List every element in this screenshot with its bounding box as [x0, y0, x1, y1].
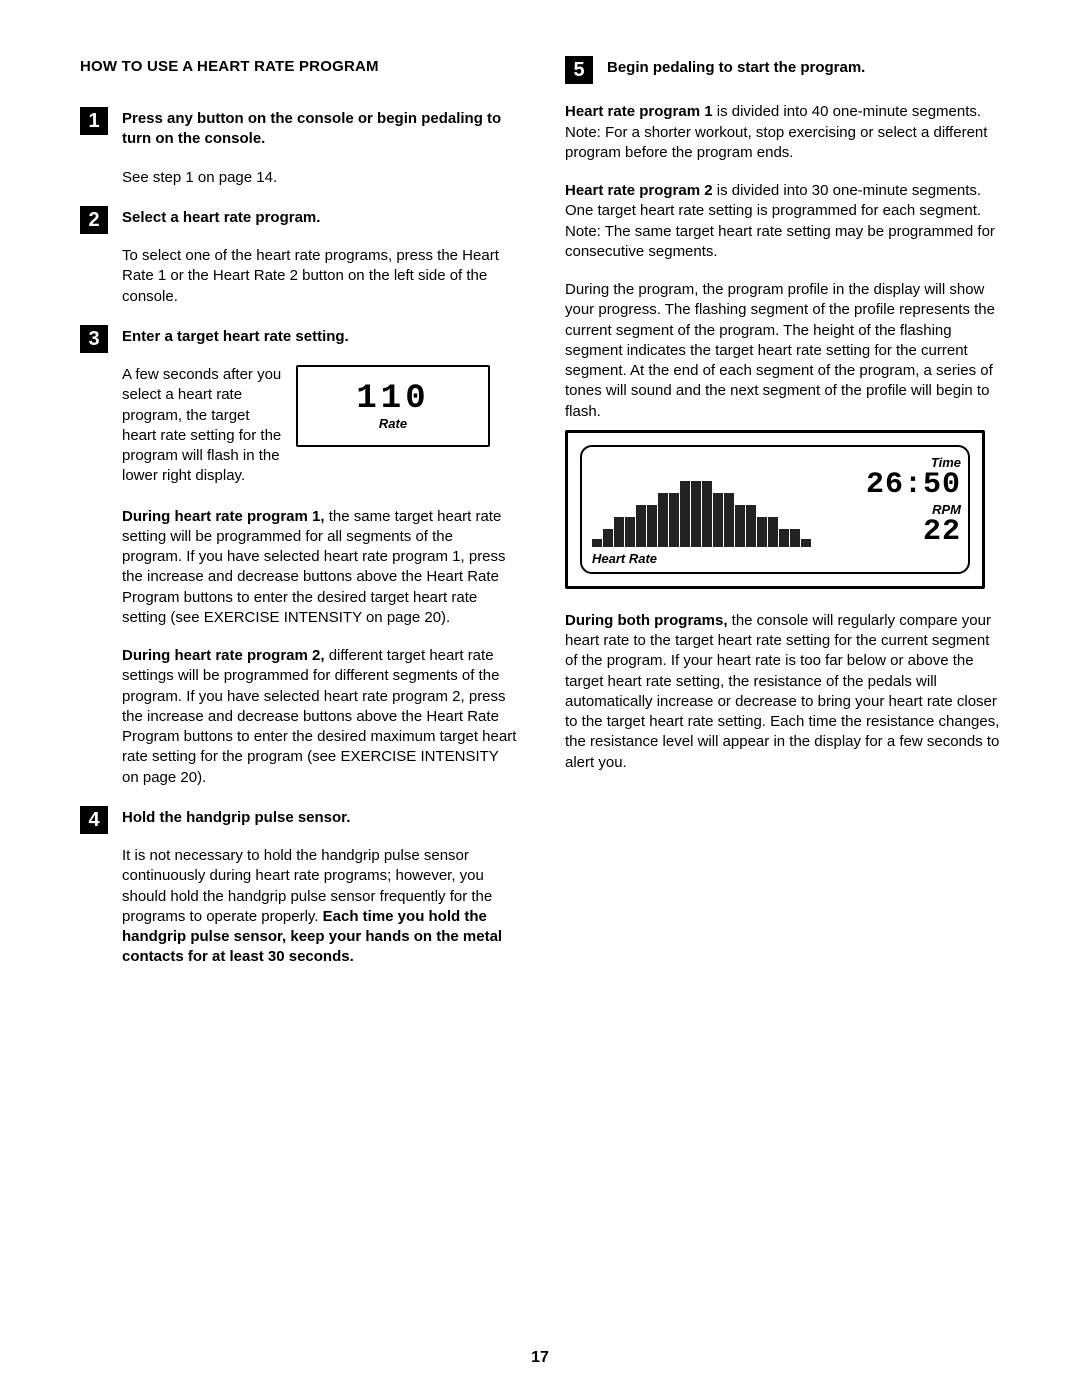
step-1-body: See step 1 on page 14.: [80, 168, 517, 188]
step-5-head: Begin pedaling to start the program.: [607, 58, 1002, 78]
heart-rate-label: Heart Rate: [592, 551, 958, 566]
profile-bar: [669, 493, 679, 547]
step-1-head: Press any button on the console or begin…: [122, 109, 517, 150]
profile-bar: [636, 505, 646, 547]
page-number: 17: [0, 1349, 1080, 1367]
step-3: 3 Enter a target heart rate setting.: [80, 327, 517, 347]
step-5-p2-lead: Heart rate program 2: [565, 182, 713, 199]
step-3-p3: During heart rate program 2, different t…: [80, 646, 517, 788]
profile-bar: [658, 493, 668, 547]
step-5-p3: During the program, the program profile …: [565, 280, 1002, 422]
rpm-value: 22: [821, 517, 961, 547]
profile-bar: [680, 481, 690, 547]
step-3-p3-lead: During heart rate program 2,: [122, 647, 325, 664]
profile-bar: [801, 539, 811, 547]
left-column: HOW TO USE A HEART RATE PROGRAM 1 Press …: [80, 58, 517, 968]
step-number-box: 4: [80, 806, 108, 834]
console-display-figure: Time 26:50 RPM 22 Heart Rate: [565, 430, 985, 589]
step-5: 5 Begin pedaling to start the program.: [565, 58, 1002, 78]
step-5-p1: Heart rate program 1 is divided into 40 …: [565, 102, 1002, 163]
step-5-p4-lead: During both programs,: [565, 612, 728, 629]
step-3-head: Enter a target heart rate setting.: [122, 327, 517, 347]
rate-digits: 110: [356, 382, 429, 416]
step-number-box: 5: [565, 56, 593, 84]
step-2: 2 Select a heart rate program.: [80, 208, 517, 228]
console-display-inner: Time 26:50 RPM 22 Heart Rate: [580, 445, 970, 574]
step-3-rate-row: A few seconds after you select a heart r…: [80, 365, 517, 487]
profile-bar: [625, 517, 635, 547]
page: HOW TO USE A HEART RATE PROGRAM 1 Press …: [0, 0, 1080, 1397]
profile-bar: [746, 505, 756, 547]
step-4-head: Hold the handgrip pulse sensor.: [122, 808, 517, 828]
right-column: 5 Begin pedaling to start the program. H…: [565, 58, 1002, 968]
two-column-layout: HOW TO USE A HEART RATE PROGRAM 1 Press …: [80, 58, 1002, 968]
profile-bars: [592, 475, 811, 547]
profile-bar: [702, 481, 712, 547]
rate-label: Rate: [379, 416, 407, 431]
time-value: 26:50: [821, 470, 961, 500]
profile-bar: [768, 517, 778, 547]
step-3-p3-rest: different target heart rate settings wil…: [122, 647, 516, 786]
section-title: HOW TO USE A HEART RATE PROGRAM: [80, 58, 517, 75]
step-number-box: 1: [80, 107, 108, 135]
profile-bar: [713, 493, 723, 547]
rate-display-box: 110 Rate: [296, 365, 490, 447]
step-5-p4: During both programs, the console will r…: [565, 611, 1002, 773]
step-2-body: To select one of the heart rate programs…: [80, 246, 517, 307]
step-2-head: Select a heart rate program.: [122, 208, 517, 228]
profile-bar: [603, 529, 613, 547]
step-4-body: It is not necessary to hold the handgrip…: [80, 846, 517, 968]
step-3-p2: During heart rate program 1, the same ta…: [80, 507, 517, 629]
step-5-p4-rest: the console will regularly compare your …: [565, 612, 999, 771]
profile-bar: [757, 517, 767, 547]
profile-bar: [691, 481, 701, 547]
step-3-p2-rest: the same target heart rate setting will …: [122, 508, 506, 626]
profile-bar: [790, 529, 800, 547]
step-4: 4 Hold the handgrip pulse sensor.: [80, 808, 517, 828]
step-5-p2: Heart rate program 2 is divided into 30 …: [565, 181, 1002, 262]
profile-bar: [614, 517, 624, 547]
profile-bar: [735, 505, 745, 547]
step-number-box: 2: [80, 206, 108, 234]
step-5-p1-lead: Heart rate program 1: [565, 103, 713, 120]
profile-bar: [779, 529, 789, 547]
profile-bar: [592, 539, 602, 547]
readouts: Time 26:50 RPM 22: [821, 455, 961, 547]
step-3-rate-text: A few seconds after you select a heart r…: [122, 365, 282, 487]
step-3-p2-lead: During heart rate program 1,: [122, 508, 325, 525]
profile-bar: [724, 493, 734, 547]
step-number-box: 3: [80, 325, 108, 353]
step-1: 1 Press any button on the console or beg…: [80, 109, 517, 150]
profile-bar: [647, 505, 657, 547]
